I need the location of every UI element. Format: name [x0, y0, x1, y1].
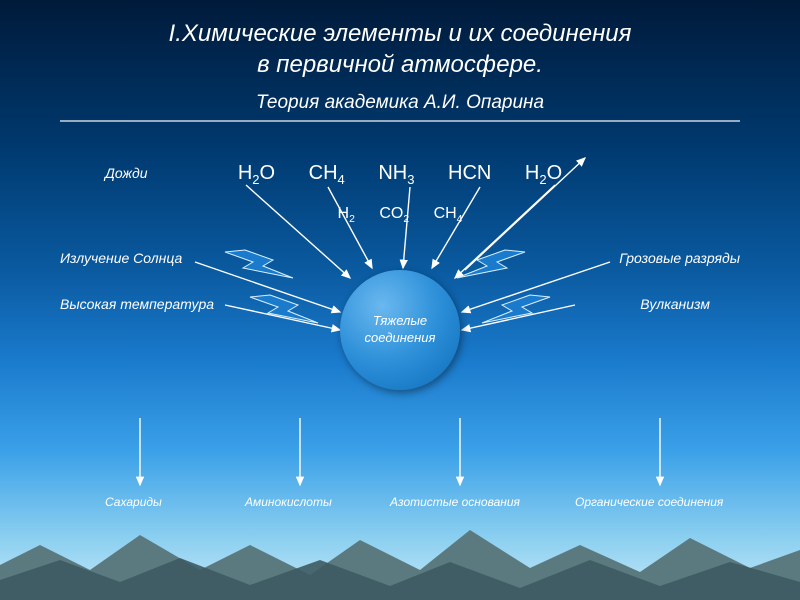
center-circle: Тяжелые соединения [340, 270, 460, 390]
formula-h2o-2: H2O [525, 162, 562, 184]
slide-subtitle: Теория академика А.И. Опарина [0, 92, 800, 114]
mountains-silhouette [0, 510, 800, 600]
temp-label: Высокая температура [60, 296, 214, 312]
circle-text-2: соединения [365, 330, 436, 345]
volcano-label: Вулканизм [640, 296, 710, 312]
formula-row-bottom: H2 CO2 CH4 [0, 205, 800, 225]
bottom-aminoacids: Аминокислоты [245, 495, 332, 509]
circle-text-1: Тяжелые [373, 313, 427, 328]
formula-co2: CO2 [379, 205, 409, 222]
formula-h2: H2 [338, 205, 355, 222]
rain-label: Дожди [105, 165, 148, 181]
formula-ch4-2: CH4 [434, 205, 463, 222]
bottom-organic: Органические соединения [575, 495, 723, 509]
bottom-saccharides: Сахариды [105, 495, 162, 509]
lightning-label: Грозовые разряды [619, 250, 740, 266]
title-line-2: в первичной атмосфере. [257, 51, 543, 78]
sun-label: Излучение Солнца [60, 250, 182, 266]
slide: I.Химические элементы и их соединения в … [0, 0, 800, 600]
formula-hcn: HCN [448, 162, 491, 184]
formula-nh3: NH3 [378, 162, 414, 184]
formula-ch4: CH4 [309, 162, 345, 184]
formula-h2o: H2O [238, 162, 275, 184]
bottom-nitrogen-bases: Азотистые основания [390, 495, 520, 509]
slide-title: I.Химические элементы и их соединения в … [0, 18, 800, 80]
title-line-1: I.Химические элементы и их соединения [169, 20, 632, 47]
title-underline [60, 120, 740, 122]
